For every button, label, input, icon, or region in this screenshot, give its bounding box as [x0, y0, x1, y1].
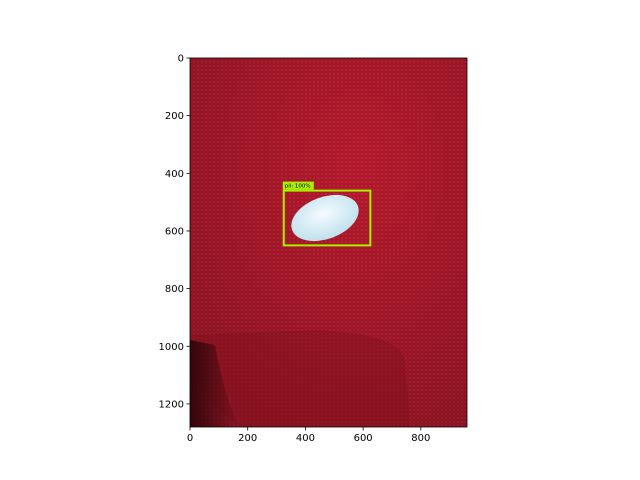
y-tick-label: 1200 [159, 399, 184, 410]
y-tick-label: 200 [165, 111, 184, 122]
pill [291, 194, 359, 242]
axes-frame [189, 57, 468, 428]
x-tick-label: 200 [238, 433, 257, 444]
detection-box [282, 189, 372, 247]
photo [190, 58, 467, 427]
y-tick-label: 1000 [159, 342, 184, 353]
label-background [282, 181, 314, 190]
y-tick-label: 0 [178, 54, 184, 65]
x-tick-label: 800 [411, 433, 430, 444]
plot: pil: 100% 0 200 400 600 800 0 200 400 600 800 1000 1… [159, 54, 468, 444]
x-tick-label: 400 [296, 433, 315, 444]
y-tick-label: 800 [165, 284, 184, 295]
detection-label: pil: 100% [285, 184, 311, 190]
x-tick-label: 0 [187, 433, 193, 444]
x-tick-label: 600 [354, 433, 373, 444]
y-tick-label: 400 [165, 169, 184, 180]
y-tick-label: 600 [165, 226, 184, 237]
